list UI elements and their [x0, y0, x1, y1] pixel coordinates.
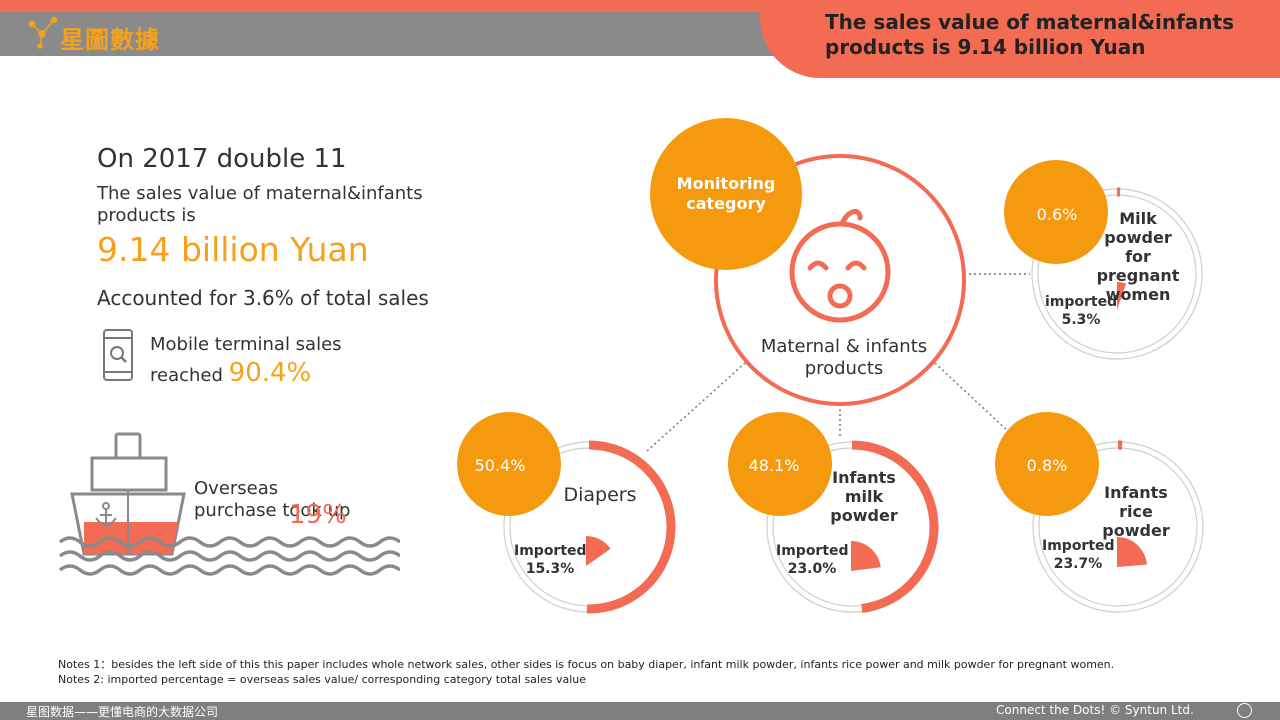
connector-diapers — [646, 362, 746, 452]
imported-rice-label: Imported — [1042, 538, 1115, 554]
imported-diapers-value: 15.3% — [525, 561, 575, 577]
share-arc-milk — [851, 440, 939, 613]
share-pregnant: 0.6% — [1036, 205, 1078, 224]
label-rice: Infants rice powder — [1102, 483, 1170, 540]
logo-text: 星圖數據 — [60, 26, 160, 54]
label-milk: Infants milk powder — [830, 468, 898, 525]
header-logo-bar — [0, 12, 800, 56]
mobile-sales-reached: reached — [150, 365, 223, 386]
header-title-panel — [760, 0, 1280, 78]
sales-description: The sales value of maternal&infants prod… — [97, 183, 423, 226]
imported-pie-milk — [851, 541, 881, 571]
imported-diapers-label: Imported — [514, 543, 587, 559]
sales-value: 9.14 billion Yuan — [97, 230, 369, 269]
share-badge-diapers — [457, 412, 561, 516]
mobile-sales-text: Mobile terminal sales reached 90.4% — [150, 330, 342, 390]
imported-pie-rice — [1117, 536, 1147, 567]
imported-milk-label: Imported — [776, 543, 849, 559]
note-1: Notes 1：besides the left side of this th… — [58, 658, 1115, 671]
notes: Notes 1：besides the left side of this th… — [58, 657, 1238, 687]
mobile-sales-pct: 90.4% — [228, 358, 312, 388]
imported-pregnant-value: 5.3% — [1061, 312, 1101, 328]
imported-rice-value: 23.7% — [1053, 556, 1103, 572]
note-2: Notes 2: imported percentage = overseas … — [58, 673, 587, 686]
mobile-sales-prefix: Mobile terminal sales — [150, 334, 342, 355]
label-pregnant: Milk powder for pregnant women — [1096, 209, 1180, 304]
share-badge-rice — [995, 412, 1099, 516]
imported-pie-diapers — [586, 536, 611, 566]
imported-milk: Imported 23.0% — [776, 542, 849, 578]
overseas-text: Overseas purchase took up — [194, 478, 351, 521]
share-milk: 48.1% — [748, 456, 800, 475]
baby-face-icon — [789, 209, 891, 323]
lead-heading: On 2017 double 11 — [97, 144, 347, 174]
footer-copyright: Connect the Dots! © Syntun Ltd. — [996, 703, 1194, 717]
connector-rice — [934, 362, 1011, 434]
footer-bar — [0, 702, 1280, 720]
share-badge-milk — [728, 412, 832, 516]
overseas-pct: 19% — [289, 500, 347, 530]
imported-diapers: Imported 15.3% — [514, 542, 587, 578]
footer-tagline: 星图数据——更懂电商的大数据公司 — [26, 705, 219, 719]
imported-milk-value: 23.0% — [787, 561, 837, 577]
footer-circle-icon — [1237, 703, 1252, 718]
center-category-label: Maternal & infants products — [760, 336, 928, 379]
imported-rice: Imported 23.7% — [1042, 537, 1115, 573]
monitoring-category-label: Monitoring category — [676, 174, 776, 213]
page-title: The sales value of maternal&infants prod… — [825, 10, 1235, 59]
constellation-logo-icon — [28, 16, 58, 49]
imported-pie-pregnant — [1117, 282, 1127, 310]
share-rice: 0.8% — [1026, 456, 1068, 475]
share-line: Accounted for 3.6% of total sales — [97, 286, 429, 310]
share-badge-pregnant — [1004, 160, 1108, 264]
imported-pregnant: imported 5.3% — [1045, 293, 1117, 329]
share-diapers: 50.4% — [474, 456, 526, 475]
share-arc-diapers — [586, 440, 676, 614]
phone-search-icon — [103, 329, 133, 381]
label-diapers: Diapers — [563, 484, 637, 506]
imported-pregnant-label: imported — [1045, 294, 1118, 310]
monitoring-category-badge: Monitoring category — [650, 118, 802, 270]
ship-icon — [58, 432, 400, 576]
